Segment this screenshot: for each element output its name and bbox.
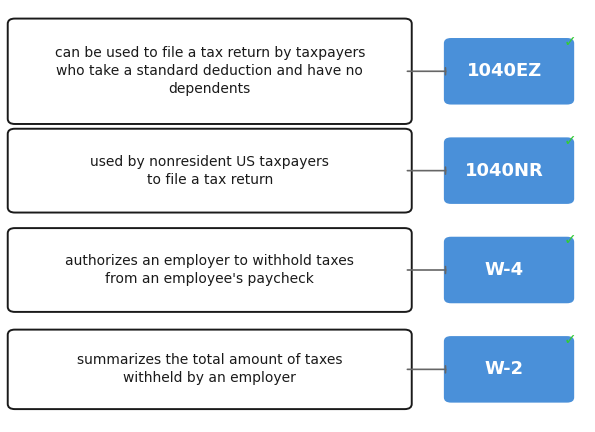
Text: W-4: W-4 xyxy=(485,261,524,279)
FancyBboxPatch shape xyxy=(444,237,574,303)
FancyBboxPatch shape xyxy=(444,336,574,403)
FancyBboxPatch shape xyxy=(8,19,412,124)
FancyBboxPatch shape xyxy=(8,330,412,409)
Text: 1040NR: 1040NR xyxy=(465,162,544,180)
FancyBboxPatch shape xyxy=(8,129,412,213)
Text: summarizes the total amount of taxes
withheld by an employer: summarizes the total amount of taxes wit… xyxy=(77,353,343,385)
Text: ✓: ✓ xyxy=(563,133,577,148)
Text: can be used to file a tax return by taxpayers
who take a standard deduction and : can be used to file a tax return by taxp… xyxy=(55,46,365,96)
Text: 1040EZ: 1040EZ xyxy=(467,62,542,80)
Text: authorizes an employer to withhold taxes
from an employee's paycheck: authorizes an employer to withhold taxes… xyxy=(65,254,354,286)
Text: ✓: ✓ xyxy=(563,34,577,48)
Text: used by nonresident US taxpayers
to file a tax return: used by nonresident US taxpayers to file… xyxy=(90,155,329,187)
FancyBboxPatch shape xyxy=(8,228,412,312)
FancyBboxPatch shape xyxy=(444,38,574,105)
Text: ✓: ✓ xyxy=(563,232,577,247)
FancyBboxPatch shape xyxy=(444,137,574,204)
Text: ✓: ✓ xyxy=(563,332,577,346)
Text: W-2: W-2 xyxy=(485,360,524,378)
